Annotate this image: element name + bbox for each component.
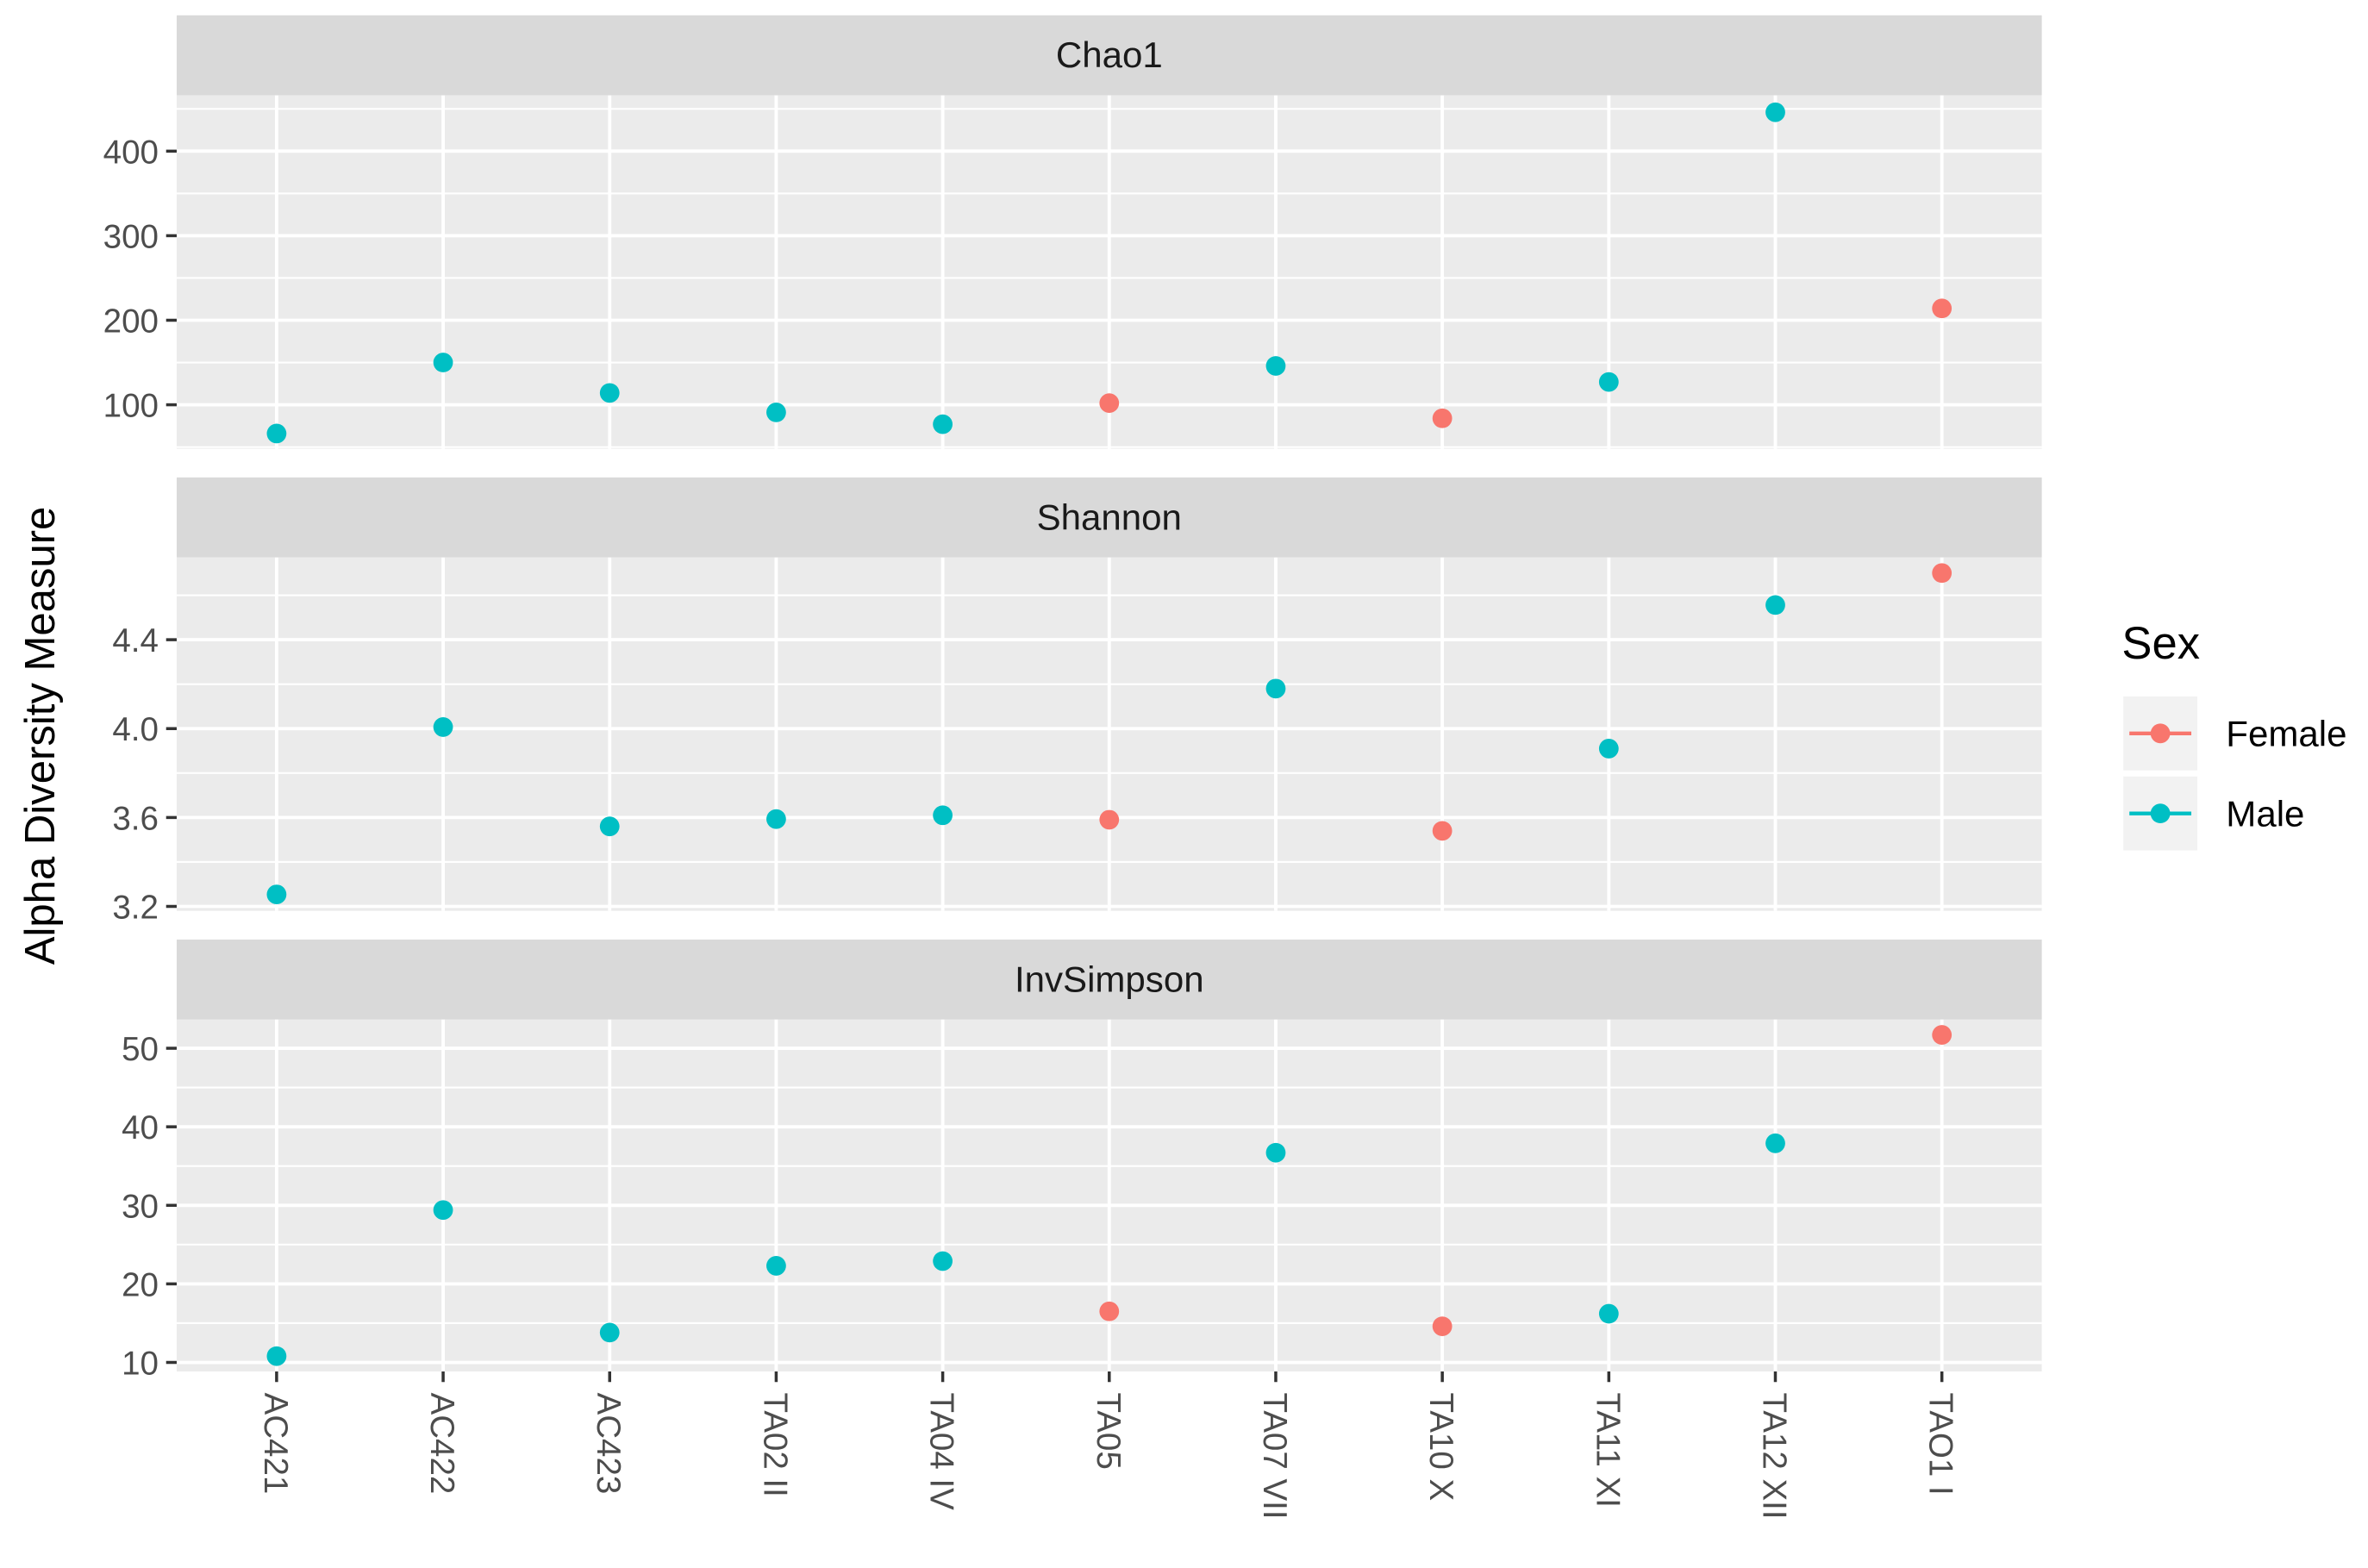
point: [1765, 102, 1785, 122]
x-tick-label: TA07 VII: [1256, 1393, 1293, 1520]
x-tick-label: AC423: [590, 1393, 627, 1495]
x-tick-label: AC421: [257, 1393, 294, 1495]
legend-point: [2150, 723, 2171, 744]
y-tick-label: 3.6: [112, 800, 159, 837]
point: [933, 414, 953, 434]
point: [433, 717, 453, 737]
strip: [176, 477, 2042, 558]
point: [1598, 1303, 1619, 1324]
point: [1099, 809, 1120, 830]
strip-title: Shannon: [1037, 497, 1182, 537]
y-tick-label: 4.4: [112, 622, 159, 659]
x-tick-label: TA10 X: [1422, 1393, 1459, 1502]
strip-title: InvSimpson: [1015, 959, 1204, 999]
y-tick-label: 30: [122, 1188, 159, 1225]
point: [1765, 595, 1785, 615]
point: [1099, 393, 1120, 414]
legend-point: [2150, 803, 2171, 824]
x-tick-label: TA04 IV: [923, 1393, 960, 1511]
strip-title: Chao1: [1056, 34, 1163, 75]
x-tick-label: TAO1 I: [1922, 1393, 1959, 1496]
point: [1265, 356, 1286, 376]
x-tick-label: TA05: [1090, 1393, 1127, 1470]
point: [1598, 372, 1619, 392]
y-tick-label: 200: [103, 303, 159, 340]
point: [1432, 1316, 1453, 1336]
point: [1265, 1142, 1286, 1163]
point: [1932, 1025, 1953, 1045]
point: [433, 353, 453, 372]
y-tick-label: 40: [122, 1109, 159, 1146]
point: [766, 403, 786, 422]
x-tick-label: TA11 XI: [1589, 1393, 1626, 1509]
point: [1432, 408, 1453, 428]
y-tick-label: 10: [122, 1346, 159, 1383]
point: [1265, 678, 1286, 699]
x-tick-label: AC422: [423, 1393, 460, 1495]
legend-title: Sex: [2121, 618, 2200, 669]
point: [1765, 1133, 1785, 1153]
legend-label: Male: [2226, 794, 2304, 834]
y-tick-label: 4.0: [112, 711, 159, 748]
point: [766, 1256, 786, 1276]
x-tick-label: TA12 XII: [1755, 1393, 1792, 1520]
point: [933, 805, 953, 826]
y-tick-label: 300: [103, 218, 159, 255]
point: [266, 423, 287, 444]
strip: [176, 15, 2042, 96]
point: [433, 1200, 453, 1221]
y-axis-label: Alpha Diversity Measure: [17, 507, 64, 965]
point: [1432, 821, 1453, 841]
y-tick-label: 50: [122, 1031, 159, 1068]
y-tick-label: 400: [103, 134, 159, 171]
legend-label: Female: [2226, 714, 2346, 754]
point: [1932, 563, 1953, 584]
y-tick-label: 100: [103, 388, 159, 425]
y-tick-label: 3.2: [112, 890, 159, 927]
point: [266, 1346, 287, 1366]
point: [599, 1322, 620, 1343]
point: [599, 383, 620, 403]
point: [1932, 298, 1953, 319]
point: [599, 816, 620, 837]
point: [766, 809, 786, 829]
point: [933, 1251, 953, 1271]
point: [1099, 1301, 1120, 1321]
point: [1598, 739, 1619, 759]
strip: [176, 939, 2042, 1020]
point: [266, 884, 287, 904]
x-tick-label: TA02 II: [756, 1393, 793, 1497]
y-tick-label: 20: [122, 1266, 159, 1303]
